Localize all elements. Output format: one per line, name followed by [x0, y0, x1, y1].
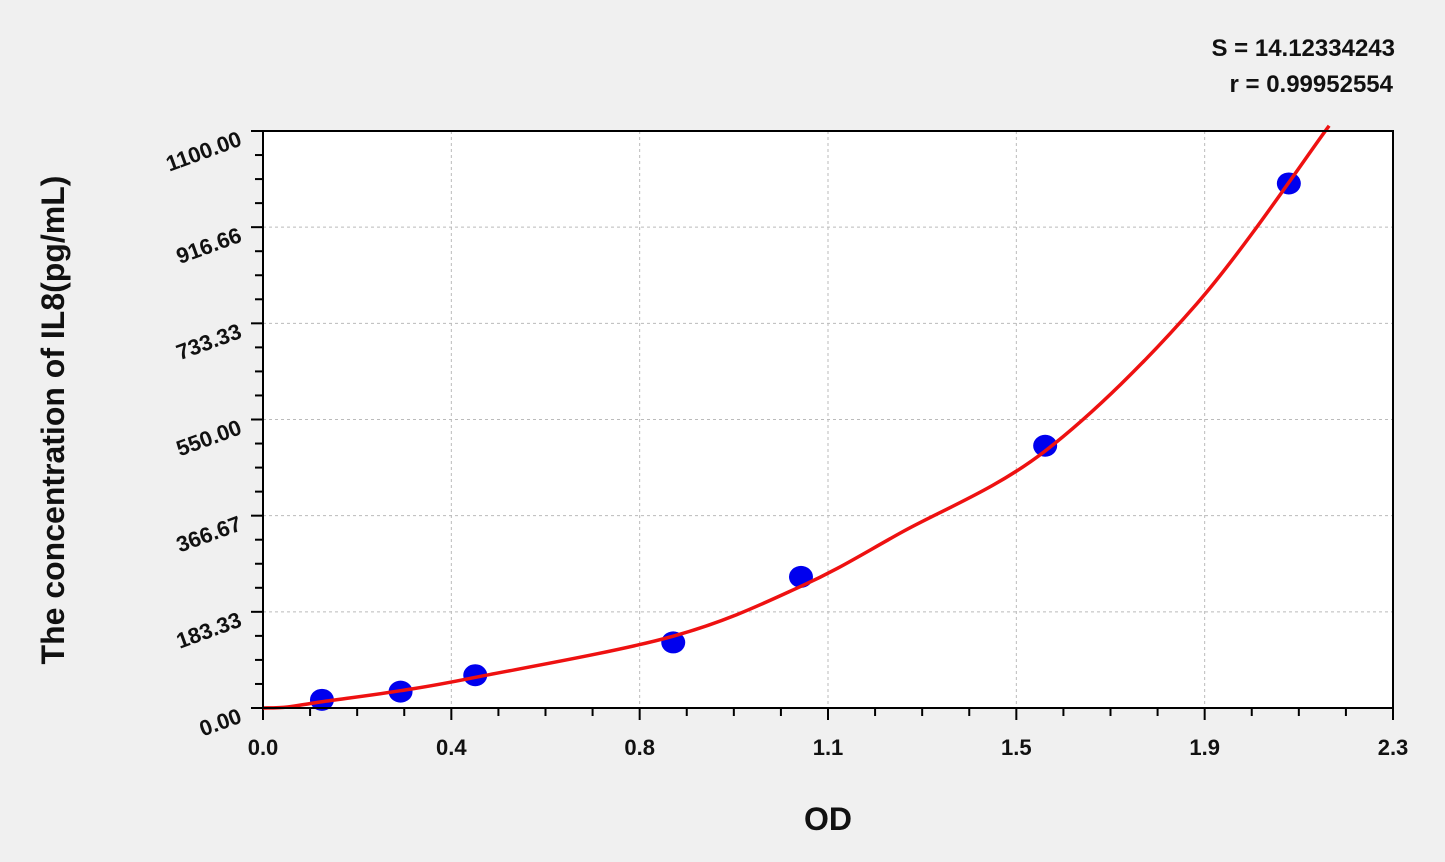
- y-tick-label: 550.00: [173, 415, 245, 462]
- x-tick-label: 1.1: [813, 735, 844, 760]
- x-tick-label: 1.5: [1001, 735, 1032, 760]
- fit-curve-group: [262, 124, 1331, 710]
- x-tick-label: 0.4: [436, 735, 467, 760]
- x-tick-label: 2.3: [1378, 735, 1409, 760]
- grid: [263, 131, 1393, 708]
- y-tick-labels: 0.00 183.33 366.67 550.00 733.33 916.66 1100.0…: [163, 126, 245, 741]
- y-axis-title: The concentration of IL8(pg/mL): [35, 176, 71, 665]
- plot-frame: [262, 130, 1394, 709]
- data-point: [1033, 434, 1058, 457]
- y-tick-label: 1100.00: [163, 126, 245, 176]
- y-tick-label: 366.67: [173, 511, 245, 558]
- y-tick-label: 183.33: [173, 607, 245, 654]
- x-tick-label: 0.8: [624, 735, 655, 760]
- stat-s: S = 14.12334243: [1211, 35, 1395, 62]
- stat-r: r = 0.99952554: [1230, 71, 1394, 98]
- x-tick-label: 0.0: [248, 735, 279, 760]
- x-tick-labels: 0.0 0.4 0.8 1.1 1.5 1.9 2.3: [248, 735, 1409, 760]
- x-axis-title: OD: [804, 801, 852, 837]
- data-point: [463, 664, 488, 687]
- x-tick-label: 1.9: [1189, 735, 1220, 760]
- y-tick-label: 0.00: [196, 703, 245, 741]
- y-tick-label: 733.33: [173, 319, 245, 366]
- fit-curve-line: [262, 124, 1331, 710]
- ticks: [251, 130, 1394, 720]
- data-point: [309, 688, 334, 711]
- y-tick-label: 916.66: [173, 222, 245, 269]
